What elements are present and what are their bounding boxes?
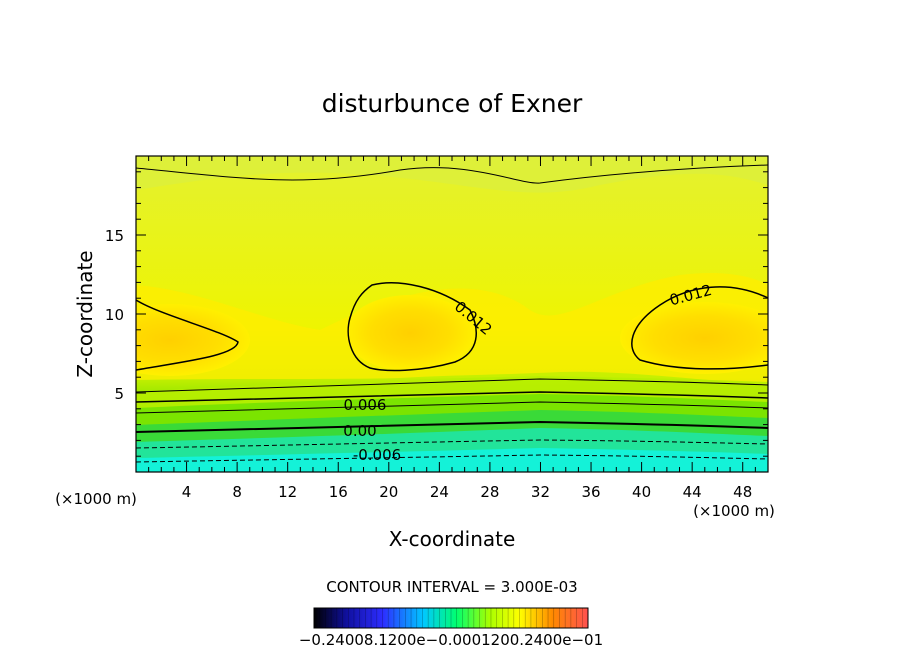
x-tick-label: 32 xyxy=(531,483,550,501)
contour-label: -0.006 xyxy=(353,446,401,464)
x-axis: 4 8 12 16 20 24 28 32 36 40 44 48 xyxy=(148,156,756,501)
contour-field xyxy=(136,156,768,472)
colorbar-labels: −0.24008.1200e−0.0001200.2400e−01 xyxy=(299,631,603,649)
colorbar: −0.24008.1200e−0.0001200.2400e−01 xyxy=(299,607,603,649)
x-tick-label: 28 xyxy=(480,483,499,501)
x-tick-label: 48 xyxy=(733,483,752,501)
x-axis-label: X-coordinate xyxy=(389,527,516,551)
x-tick-label: 12 xyxy=(278,483,297,501)
contour-interval: CONTOUR INTERVAL = 3.000E-03 xyxy=(326,578,577,596)
x-unit-label-left: (×1000 m) xyxy=(55,490,137,508)
x-tick-label: 44 xyxy=(683,483,702,501)
x-tick-label: 20 xyxy=(379,483,398,501)
x-tick-label: 24 xyxy=(430,483,449,501)
x-unit-label-right: (×1000 m) xyxy=(693,502,775,520)
x-tick-label: 8 xyxy=(232,483,242,501)
y-axis: 5 10 15 xyxy=(105,171,768,457)
contour-label: 0.006 xyxy=(344,396,387,414)
x-tick-label: 36 xyxy=(581,483,600,501)
y-tick-label: 15 xyxy=(105,227,124,245)
x-tick-label: 4 xyxy=(182,483,192,501)
y-tick-label: 5 xyxy=(114,385,124,403)
y-axis-label: Z-coordinate xyxy=(73,250,97,377)
x-tick-label: 16 xyxy=(329,483,348,501)
x-tick-label: 40 xyxy=(632,483,651,501)
chart-title: disturbunce of Exner xyxy=(322,89,583,118)
y-tick-label: 10 xyxy=(105,306,124,324)
contour-label: 0.00 xyxy=(343,422,376,440)
